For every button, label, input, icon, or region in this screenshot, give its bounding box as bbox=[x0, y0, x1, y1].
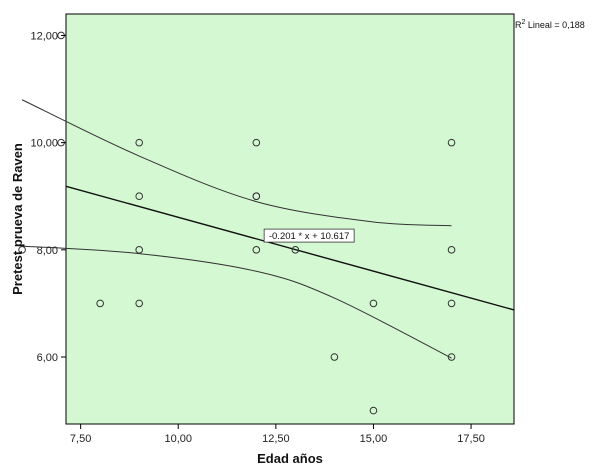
data-point bbox=[369, 299, 378, 308]
axis-ticks: 7,50 10,00 12,50 15,00 17,50 6,00 8,00 10,00 12,… bbox=[30, 30, 484, 445]
confidence-lower-curve bbox=[22, 245, 452, 359]
annotation-layer: -0.201 * x + 10.617 bbox=[263, 228, 355, 243]
data-point bbox=[252, 192, 261, 201]
x-tick-label: 12,50 bbox=[262, 433, 290, 445]
y-tick-label: 12,00 bbox=[30, 30, 58, 42]
r2-label: R2 Lineal = 0,188 bbox=[515, 19, 585, 30]
r2-prefix: R bbox=[515, 20, 522, 30]
regression-line bbox=[65, 185, 515, 311]
data-point bbox=[135, 138, 144, 147]
data-point bbox=[252, 246, 261, 254]
data-point bbox=[252, 138, 261, 147]
data-point bbox=[18, 246, 26, 254]
fit-layer bbox=[65, 185, 515, 311]
y-axis-title: Pretest prueva de Raven bbox=[10, 143, 25, 295]
data-point bbox=[330, 353, 339, 361]
y-tick-label: 10,00 bbox=[30, 138, 58, 150]
y-tick-label: 6,00 bbox=[37, 352, 58, 364]
plot-area bbox=[65, 13, 515, 425]
confidence-bands bbox=[21, 99, 452, 359]
y-tick-label: 8,00 bbox=[37, 245, 58, 257]
fit-equation-label: -0.201 * x + 10.617 bbox=[269, 231, 350, 242]
data-point bbox=[447, 246, 456, 254]
r2-value: Lineal = 0,188 bbox=[525, 20, 584, 30]
r2-superscript: 2 bbox=[522, 19, 526, 26]
confidence-upper-curve bbox=[21, 99, 452, 227]
data-point bbox=[291, 246, 300, 254]
x-axis-title: Edad años bbox=[257, 451, 323, 466]
data-point bbox=[96, 299, 104, 308]
data-point bbox=[447, 299, 456, 308]
data-point bbox=[447, 353, 456, 361]
data-point bbox=[135, 299, 144, 308]
x-tick-label: 15,00 bbox=[360, 433, 388, 445]
x-tick-label: 7,50 bbox=[70, 433, 91, 445]
data-points bbox=[18, 31, 456, 415]
x-tick-label: 17,50 bbox=[457, 433, 485, 445]
data-point bbox=[135, 192, 144, 201]
data-point bbox=[447, 138, 456, 147]
fit-equation-box bbox=[263, 228, 355, 243]
data-point bbox=[369, 406, 378, 415]
data-point bbox=[135, 246, 144, 254]
x-tick-label: 10,00 bbox=[164, 433, 192, 445]
